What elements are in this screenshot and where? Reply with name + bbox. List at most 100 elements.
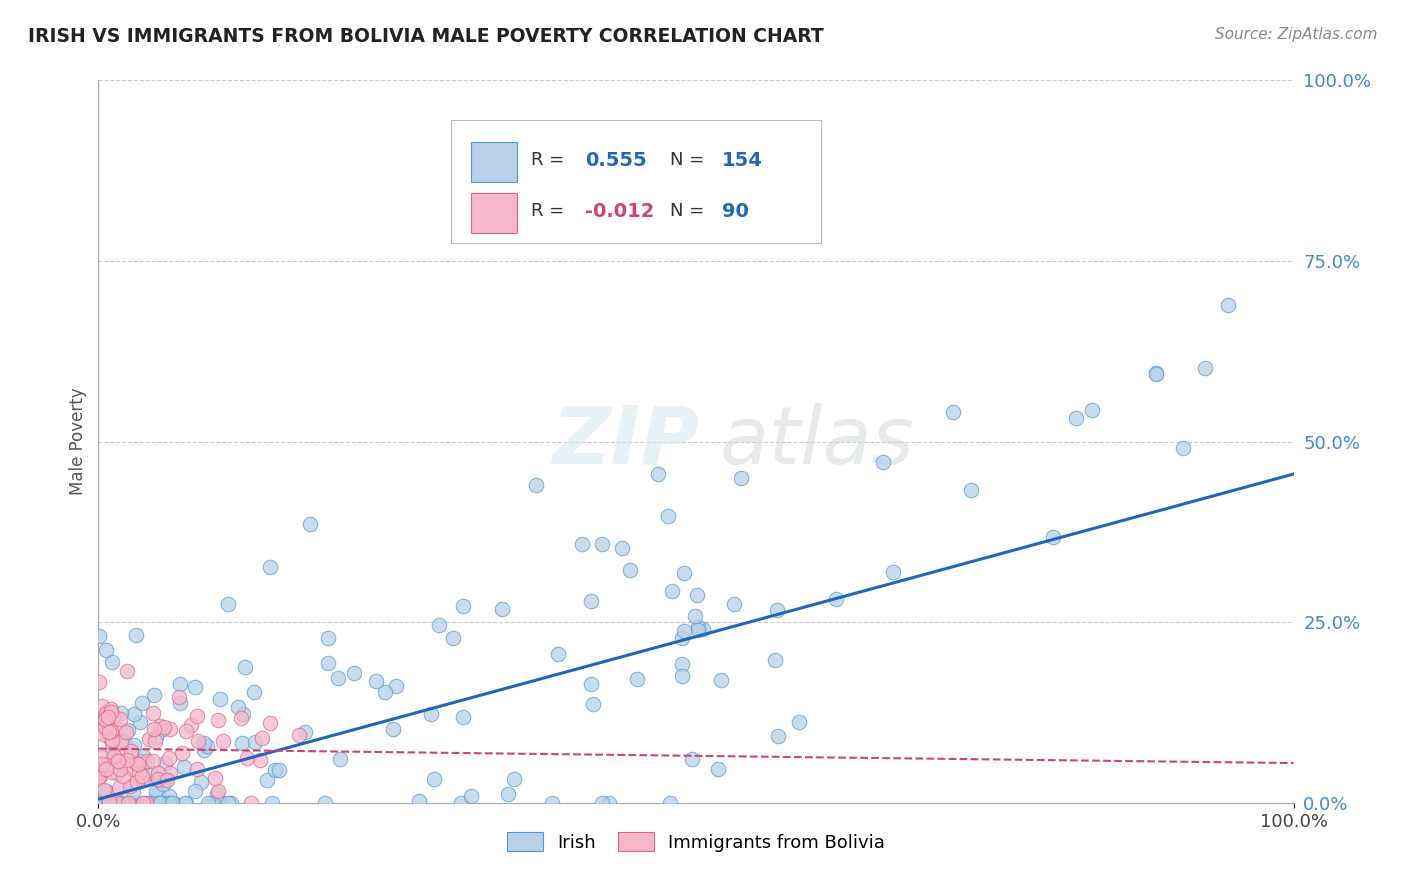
- Point: [240, 796, 263, 810]
- Point: [100, 705, 122, 719]
- Point: [101, 708, 124, 723]
- Point: [152, 777, 174, 791]
- Point: [87, 765, 110, 780]
- Point: [159, 722, 181, 736]
- Point: [208, 691, 231, 706]
- Point: [157, 750, 180, 764]
- Point: [89, 725, 111, 739]
- Point: [118, 796, 141, 810]
- Point: [343, 666, 366, 681]
- Text: 90: 90: [723, 202, 749, 220]
- Point: [787, 715, 810, 730]
- Point: [122, 739, 145, 753]
- Point: [259, 715, 281, 730]
- Point: [146, 787, 169, 801]
- Point: [148, 773, 170, 788]
- Point: [139, 766, 162, 780]
- Point: [90, 750, 112, 764]
- Point: [117, 753, 139, 767]
- Point: [686, 623, 709, 637]
- Point: [209, 796, 232, 810]
- FancyBboxPatch shape: [451, 120, 821, 243]
- Point: [143, 733, 166, 747]
- Point: [98, 725, 121, 739]
- Point: [942, 405, 965, 419]
- Point: [250, 731, 273, 745]
- Point: [101, 745, 124, 759]
- Point: [451, 710, 474, 724]
- Point: [135, 796, 157, 810]
- Point: [121, 785, 143, 799]
- Point: [610, 541, 633, 555]
- Point: [581, 593, 603, 607]
- Point: [231, 736, 253, 750]
- Point: [97, 709, 120, 723]
- Point: [93, 782, 115, 797]
- Point: [90, 764, 112, 778]
- Point: [671, 669, 693, 683]
- Point: [153, 773, 176, 788]
- Point: [105, 753, 128, 767]
- Y-axis label: Male Poverty: Male Poverty: [69, 388, 87, 495]
- Point: [87, 629, 110, 643]
- Text: atlas: atlas: [720, 402, 915, 481]
- Text: Source: ZipAtlas.com: Source: ZipAtlas.com: [1215, 27, 1378, 42]
- Point: [136, 754, 159, 768]
- Point: [408, 794, 430, 808]
- Point: [571, 536, 593, 550]
- Point: [1081, 403, 1104, 417]
- FancyBboxPatch shape: [471, 142, 517, 182]
- Point: [672, 624, 695, 639]
- Point: [190, 774, 212, 789]
- Point: [193, 743, 215, 757]
- Point: [256, 772, 278, 787]
- Point: [163, 796, 186, 810]
- Point: [1144, 367, 1167, 381]
- Point: [173, 759, 195, 773]
- Point: [385, 680, 408, 694]
- Point: [142, 754, 165, 768]
- Point: [195, 739, 218, 753]
- Point: [149, 718, 172, 732]
- Point: [118, 779, 141, 793]
- Point: [204, 771, 226, 785]
- Point: [229, 711, 252, 725]
- Point: [232, 706, 254, 721]
- Point: [219, 796, 242, 810]
- Point: [503, 772, 526, 787]
- Point: [169, 677, 191, 691]
- Point: [259, 560, 281, 574]
- Point: [316, 656, 339, 670]
- Point: [686, 620, 709, 634]
- Point: [162, 796, 184, 810]
- Point: [180, 718, 202, 732]
- Point: [112, 770, 135, 784]
- Text: 154: 154: [723, 151, 763, 169]
- Point: [710, 673, 733, 687]
- FancyBboxPatch shape: [471, 194, 517, 233]
- Point: [91, 757, 114, 772]
- Point: [124, 706, 146, 721]
- Point: [120, 747, 142, 762]
- Point: [149, 796, 172, 810]
- Point: [105, 796, 128, 810]
- Point: [1218, 298, 1240, 312]
- Point: [157, 789, 180, 803]
- Point: [108, 780, 131, 795]
- Point: [120, 796, 142, 810]
- Point: [243, 735, 266, 749]
- Point: [100, 702, 122, 716]
- Text: IRISH VS IMMIGRANTS FROM BOLIVIA MALE POVERTY CORRELATION CHART: IRISH VS IMMIGRANTS FROM BOLIVIA MALE PO…: [28, 27, 824, 45]
- Point: [132, 748, 155, 763]
- Point: [453, 599, 475, 613]
- Point: [101, 796, 124, 810]
- Text: -0.012: -0.012: [585, 202, 654, 220]
- Point: [96, 708, 118, 723]
- Point: [138, 796, 160, 810]
- Point: [115, 725, 138, 739]
- Point: [108, 712, 131, 726]
- Point: [134, 756, 156, 770]
- Point: [94, 720, 117, 734]
- Point: [90, 796, 112, 810]
- Point: [673, 566, 696, 581]
